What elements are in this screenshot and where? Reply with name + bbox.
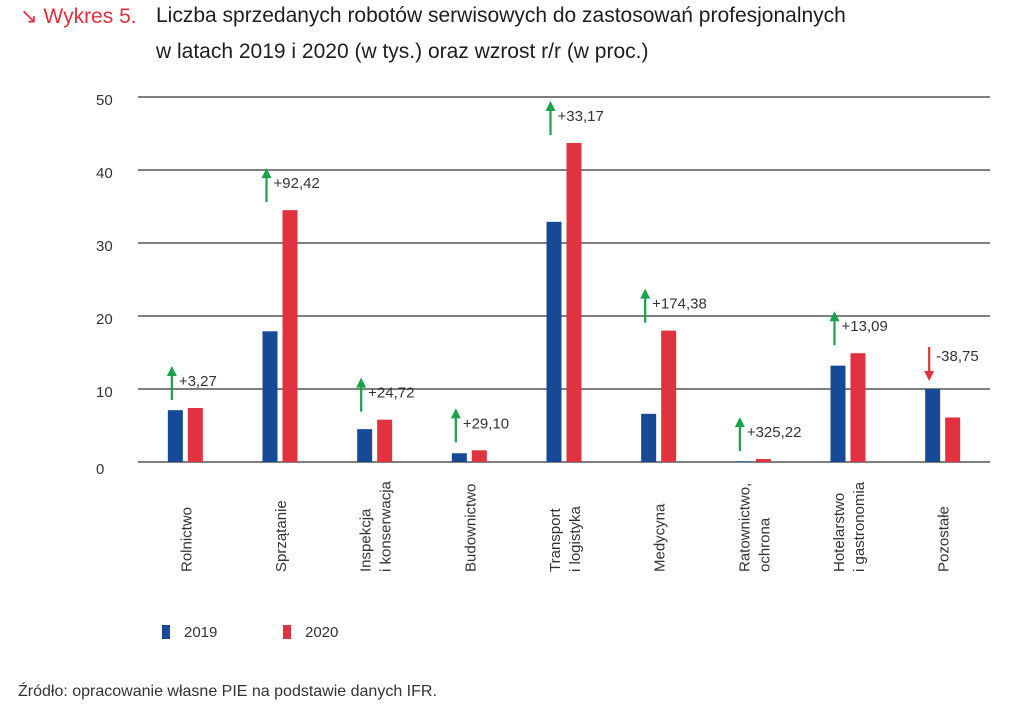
growth-label: +29,10: [463, 415, 509, 432]
bar-2020: [566, 142, 582, 463]
legend-label-2020: 2020: [305, 623, 339, 641]
growth-label: +174,38: [652, 296, 707, 313]
bar-2020: [282, 210, 298, 462]
y-tick-label: 50: [96, 92, 113, 109]
x-tick-label-line: i gastronomia: [851, 481, 868, 572]
bar-2020: [187, 407, 203, 462]
bar-2019: [357, 429, 373, 462]
bar-chart: 0 10 20 30 40 50 +3,27 Rolnictwo +92,42 Sprzątani…: [96, 92, 990, 572]
x-tick-label-line: Medycyna: [652, 503, 669, 572]
x-tick-label: Sprzątanie: [273, 500, 290, 572]
legend-item-2019: 2019: [162, 623, 217, 641]
bar-2020: [661, 330, 677, 462]
growth-label: -38,75: [936, 348, 979, 365]
y-tick-label: 0: [96, 461, 104, 478]
x-tick-label: Pozostałe: [936, 506, 953, 572]
x-tick-label-line: i konserwacja: [378, 480, 395, 572]
growth-label: +24,72: [368, 385, 414, 402]
growth-label: +3,27: [179, 373, 217, 390]
bar-2019: [830, 365, 846, 462]
bar-2019: [925, 389, 941, 462]
legend-item-2020: 2020: [283, 623, 338, 641]
legend-swatch-2020: [283, 625, 291, 639]
bar-2020: [377, 419, 393, 462]
y-tick-label: 40: [96, 165, 113, 182]
bar-2019: [451, 453, 467, 462]
y-tick-label: 20: [96, 311, 113, 328]
x-tick-label-line: Budownictwo: [462, 484, 479, 572]
bar-2019: [262, 331, 278, 462]
x-tick-label: Hotelarstwo i gastronomia: [831, 481, 868, 572]
chart-title-line-1: Liczba sprzedanych robotów serwisowych d…: [156, 4, 846, 27]
chart-title-line-2: w latach 2019 i 2020 (w tys.) oraz wzros…: [156, 40, 649, 63]
x-tick-label-line: Inspekcja: [358, 508, 375, 572]
arrow-up-icon-head: [450, 408, 461, 419]
arrow-down-icon-head: [924, 371, 935, 381]
bar-2019: [735, 461, 751, 463]
source-note: Źródło: opracowanie własne PIE na podsta…: [18, 683, 437, 700]
x-tick-label-line: Sprzątanie: [273, 500, 290, 572]
x-tick-label-line: Rolnictwo: [178, 507, 195, 572]
bar-2020: [850, 353, 866, 462]
x-tick-label-line: Pozostałe: [936, 506, 953, 572]
y-tick-label: 10: [96, 384, 113, 401]
arrow-up-icon-head: [829, 311, 840, 322]
arrow-up-icon-head: [640, 288, 651, 299]
arrow-up-icon-head: [545, 100, 556, 111]
x-tick-label: Rolnictwo: [178, 507, 195, 572]
x-tick-label: Budownictwo: [462, 484, 479, 572]
arrow-up-icon-head: [261, 168, 272, 179]
y-tick-label: 30: [96, 238, 113, 255]
bar-2019: [167, 410, 183, 462]
growth-label: +13,09: [842, 318, 888, 335]
growth-label: +33,17: [558, 108, 604, 125]
x-tick-label-line: ochrona: [756, 517, 773, 572]
bar-2020: [471, 450, 487, 462]
x-tick-label: Transport i logistyka: [547, 505, 584, 572]
bar-2019: [641, 413, 657, 462]
arrow-up-icon-head: [356, 377, 367, 388]
legend-swatch-2019: [162, 625, 170, 639]
x-tick-label-line: Transport: [547, 508, 564, 572]
growth-label: +92,42: [274, 175, 320, 192]
arrow-up-icon-head: [734, 417, 745, 428]
legend-label-2019: 2019: [184, 623, 218, 641]
chart-number-label: ↘ Wykres 5.: [20, 5, 137, 28]
growth-label: +325,22: [747, 424, 802, 441]
x-tick-label: Medycyna: [652, 503, 669, 572]
bar-2020: [945, 417, 961, 462]
bar-2019: [546, 221, 562, 462]
x-tick-label-line: Ratownictwo,: [736, 483, 753, 572]
arrow-up-icon-head: [166, 365, 177, 376]
x-tick-label: Ratownictwo, ochrona: [736, 483, 773, 572]
x-tick-label-line: i logistyka: [567, 505, 584, 572]
x-tick-label-line: Hotelarstwo: [831, 493, 848, 572]
bar-2020: [755, 459, 771, 462]
x-tick-label: Inspekcja i konserwacja: [358, 480, 395, 572]
